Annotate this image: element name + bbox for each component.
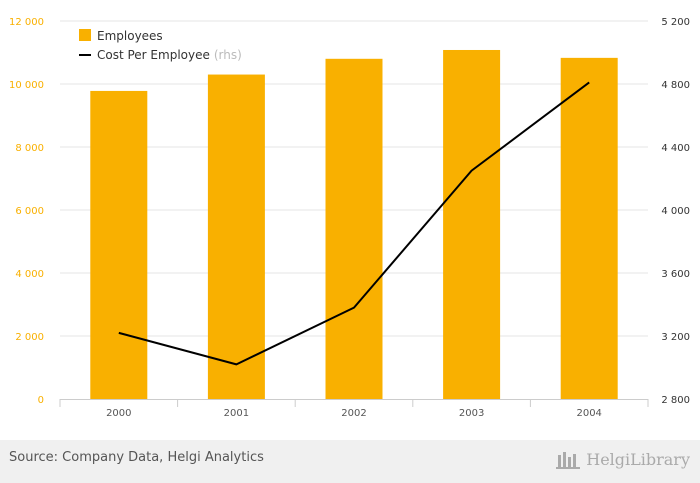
right-tick-label: 3 200 [661,332,690,343]
brand-name: HelgiLibrary [586,449,690,469]
x-tick-label: 2000 [106,408,131,419]
legend-label-employees: Employees [97,29,163,43]
left-tick-label: 4 000 [15,269,44,280]
x-tick-label: 2003 [459,408,484,419]
legend-label-cost-suffix: (rhs) [214,48,242,62]
right-tick-label: 5 200 [661,17,690,28]
right-axis: 2 800 3 200 3 600 4 000 4 400 4 800 5 200 [661,17,690,406]
x-tick-label: 2002 [341,408,366,419]
footer: Source: Company Data, Helgi Analytics He… [0,440,700,483]
right-tick-label: 4 800 [661,80,690,91]
cost-line-layer [118,81,590,366]
left-tick-label: 8 000 [15,143,44,154]
right-tick-label: 4 000 [661,206,690,217]
left-tick-label: 12 000 [9,17,44,28]
right-tick-label: 3 600 [661,269,690,280]
left-tick-label: 6 000 [15,206,44,217]
source-note: Source: Company Data, Helgi Analytics [9,450,264,465]
employees-bar [207,74,265,400]
x-axis: 2000 2001 2002 2003 2004 [59,399,649,419]
legend-label-cost-main: Cost Per Employee [97,48,210,62]
right-tick-label: 4 400 [661,143,690,154]
x-tick-label: 2004 [576,408,601,419]
employees-bar [325,58,383,400]
legend-swatch-employees [79,29,91,41]
x-tick-label: 2001 [224,408,249,419]
employees-bar [560,57,618,399]
brand-logo[interactable]: HelgiLibrary [556,448,690,470]
left-tick-label: 10 000 [9,80,44,91]
combo-chart: 2000 2001 2002 2003 2004 0 2 000 4 000 6 000 8 0… [9,17,690,419]
cost-per-employee-line [118,81,590,366]
employees-bar [443,49,501,399]
left-axis: 0 2 000 4 000 6 000 8 000 10 000 12 000 [9,17,44,406]
library-icon [556,452,581,469]
left-tick-label: 0 [38,395,44,406]
right-tick-label: 2 800 [661,395,690,406]
legend: Employees Cost Per Employee (rhs) [79,29,242,62]
left-tick-label: 2 000 [15,332,44,343]
employees-bar [90,90,148,400]
legend-label-cost: Cost Per Employee (rhs) [97,48,242,62]
employees-bars [90,49,618,400]
